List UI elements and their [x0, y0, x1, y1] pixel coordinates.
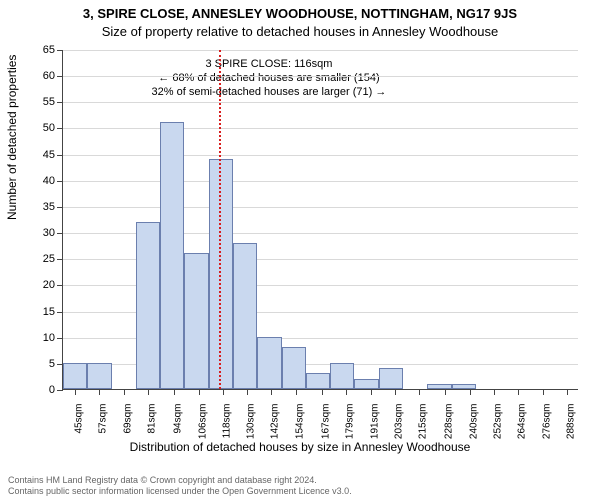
histogram-bar — [330, 363, 354, 389]
y-tick-label: 55 — [43, 96, 63, 108]
plot-area: 3 SPIRE CLOSE: 116sqm ← 68% of detached … — [62, 50, 578, 390]
x-tick-label: 252sqm — [493, 404, 504, 440]
x-tick-label: 215sqm — [418, 404, 429, 440]
histogram-bar — [306, 373, 330, 389]
x-tick — [247, 389, 248, 395]
histogram-bar — [87, 363, 111, 389]
y-tick-label: 35 — [43, 201, 63, 213]
histogram-bar — [63, 363, 87, 389]
y-tick-label: 0 — [49, 384, 63, 396]
y-tick-label: 5 — [49, 358, 63, 370]
x-tick — [148, 389, 149, 395]
annotation-line-3: 32% of semi-detached houses are larger (… — [152, 86, 387, 100]
x-tick-label: 130sqm — [246, 404, 257, 440]
chart-container: 3, SPIRE CLOSE, ANNESLEY WOODHOUSE, NOTT… — [0, 0, 600, 500]
histogram-bar — [379, 368, 403, 389]
annotation-box: 3 SPIRE CLOSE: 116sqm ← 68% of detached … — [146, 56, 393, 101]
x-tick — [75, 389, 76, 395]
x-tick — [494, 389, 495, 395]
histogram-bar — [233, 243, 257, 389]
gridline — [63, 76, 578, 77]
x-tick-label: 81sqm — [146, 404, 157, 434]
y-tick-label: 65 — [43, 44, 63, 56]
footer-line-2: Contains public sector information licen… — [8, 486, 352, 496]
x-tick — [99, 389, 100, 395]
x-tick — [271, 389, 272, 395]
y-tick-label: 40 — [43, 175, 63, 187]
gridline — [63, 50, 578, 51]
gridline — [63, 128, 578, 129]
x-tick — [371, 389, 372, 395]
footer-text: Contains HM Land Registry data © Crown c… — [8, 475, 352, 496]
x-tick — [199, 389, 200, 395]
histogram-bar — [184, 253, 208, 389]
gridline — [63, 155, 578, 156]
x-tick — [419, 389, 420, 395]
x-tick-label: 69sqm — [122, 404, 133, 434]
x-tick-label: 203sqm — [393, 404, 404, 440]
annotation-line-1: 3 SPIRE CLOSE: 116sqm — [152, 58, 387, 72]
y-tick-label: 20 — [43, 279, 63, 291]
title-line-2: Size of property relative to detached ho… — [0, 24, 600, 39]
x-tick — [124, 389, 125, 395]
x-tick — [322, 389, 323, 395]
y-tick-label: 45 — [43, 149, 63, 161]
gridline — [63, 207, 578, 208]
x-tick-label: 154sqm — [294, 404, 305, 440]
x-tick-label: 142sqm — [270, 404, 281, 440]
annotation-line-2: ← 68% of detached houses are smaller (15… — [152, 72, 387, 86]
footer-line-1: Contains HM Land Registry data © Crown c… — [8, 475, 352, 485]
x-tick-label: 118sqm — [221, 404, 232, 439]
y-tick-label: 50 — [43, 122, 63, 134]
y-tick-label: 30 — [43, 227, 63, 239]
gridline — [63, 181, 578, 182]
x-tick — [518, 389, 519, 395]
x-axis-label: Distribution of detached houses by size … — [0, 440, 600, 454]
title-line-1: 3, SPIRE CLOSE, ANNESLEY WOODHOUSE, NOTT… — [0, 6, 600, 21]
y-tick-label: 15 — [43, 306, 63, 318]
histogram-bar — [160, 122, 184, 389]
histogram-bar — [209, 159, 233, 389]
x-tick-label: 57sqm — [98, 404, 109, 434]
x-tick — [470, 389, 471, 395]
y-tick-label: 10 — [43, 332, 63, 344]
histogram-bar — [427, 384, 451, 389]
y-axis-label: Number of detached properties — [5, 55, 19, 220]
histogram-bar — [282, 347, 306, 389]
x-tick-label: 228sqm — [444, 404, 455, 440]
x-tick — [445, 389, 446, 395]
histogram-bar — [257, 337, 281, 389]
x-tick — [567, 389, 568, 395]
x-tick — [223, 389, 224, 395]
histogram-bar — [136, 222, 160, 389]
x-tick-label: 276sqm — [541, 404, 552, 440]
x-tick-label: 106sqm — [197, 404, 208, 440]
x-tick-label: 191sqm — [369, 404, 380, 440]
x-tick — [174, 389, 175, 395]
x-tick-label: 179sqm — [345, 404, 356, 440]
histogram-bar — [354, 379, 378, 389]
x-tick-label: 167sqm — [321, 404, 332, 440]
x-tick — [346, 389, 347, 395]
y-tick-label: 60 — [43, 70, 63, 82]
x-tick — [395, 389, 396, 395]
x-tick-label: 45sqm — [74, 404, 85, 434]
x-tick — [296, 389, 297, 395]
gridline — [63, 102, 578, 103]
x-tick — [543, 389, 544, 395]
x-tick-label: 94sqm — [173, 404, 184, 434]
histogram-bar — [452, 384, 476, 389]
x-tick-label: 240sqm — [468, 404, 479, 440]
x-tick-label: 264sqm — [517, 404, 528, 440]
x-tick-label: 288sqm — [565, 404, 576, 440]
y-tick-label: 25 — [43, 253, 63, 265]
